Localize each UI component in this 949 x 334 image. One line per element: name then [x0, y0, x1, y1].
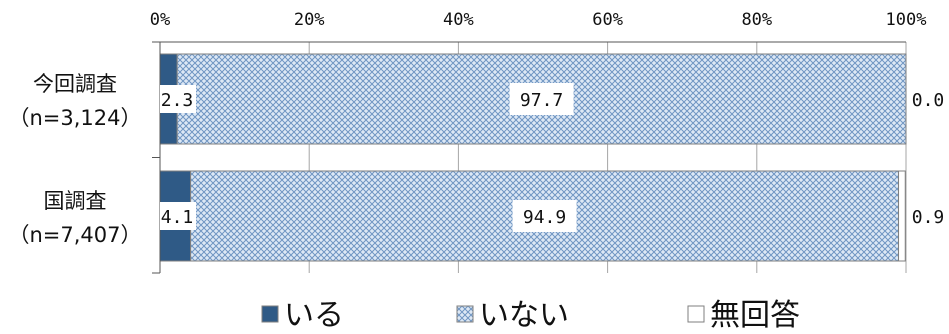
- data-label: 4.1: [161, 207, 194, 228]
- legend: いる いない 無回答: [261, 298, 800, 333]
- data-label: 94.9: [523, 207, 566, 228]
- data-label: 0.9: [912, 207, 945, 228]
- x-tick-label: 60%: [592, 10, 623, 30]
- data-label: 0.0: [912, 90, 945, 111]
- data-label-bg: [509, 83, 574, 115]
- category-label: 国調査: [44, 189, 107, 213]
- data-label: 2.3: [161, 90, 194, 111]
- legend-label: いない: [479, 298, 569, 333]
- axes: [152, 41, 906, 274]
- bar-segment-2: [176, 53, 907, 145]
- legend-swatch: [687, 305, 705, 323]
- x-tick-label: 80%: [741, 10, 772, 30]
- legend-label: 無回答: [710, 298, 800, 333]
- category-sample-size: （n=7,407）: [8, 223, 141, 247]
- legend-swatch: [261, 305, 279, 323]
- data-label-bg: [160, 85, 196, 113]
- data-label-bg: [160, 202, 196, 230]
- category-label: 今回調査: [33, 72, 117, 96]
- x-tick-label: 40%: [443, 10, 474, 30]
- x-tick-label: 0%: [150, 10, 170, 30]
- category-sample-size: （n=3,124）: [8, 106, 141, 130]
- bar-segment-3: [898, 170, 906, 262]
- legend-swatch: [456, 305, 474, 323]
- data-label-bg: [512, 200, 577, 232]
- labels: 0% 20% 40% 60% 80% 100% 今回調査 （n=3,124） 2.3 97.7 0.…: [8, 10, 944, 247]
- x-tick-label: 20%: [294, 10, 325, 30]
- data-label: 97.7: [520, 90, 563, 111]
- legend-label: いる: [284, 298, 344, 333]
- x-tick-label: 100%: [886, 10, 927, 30]
